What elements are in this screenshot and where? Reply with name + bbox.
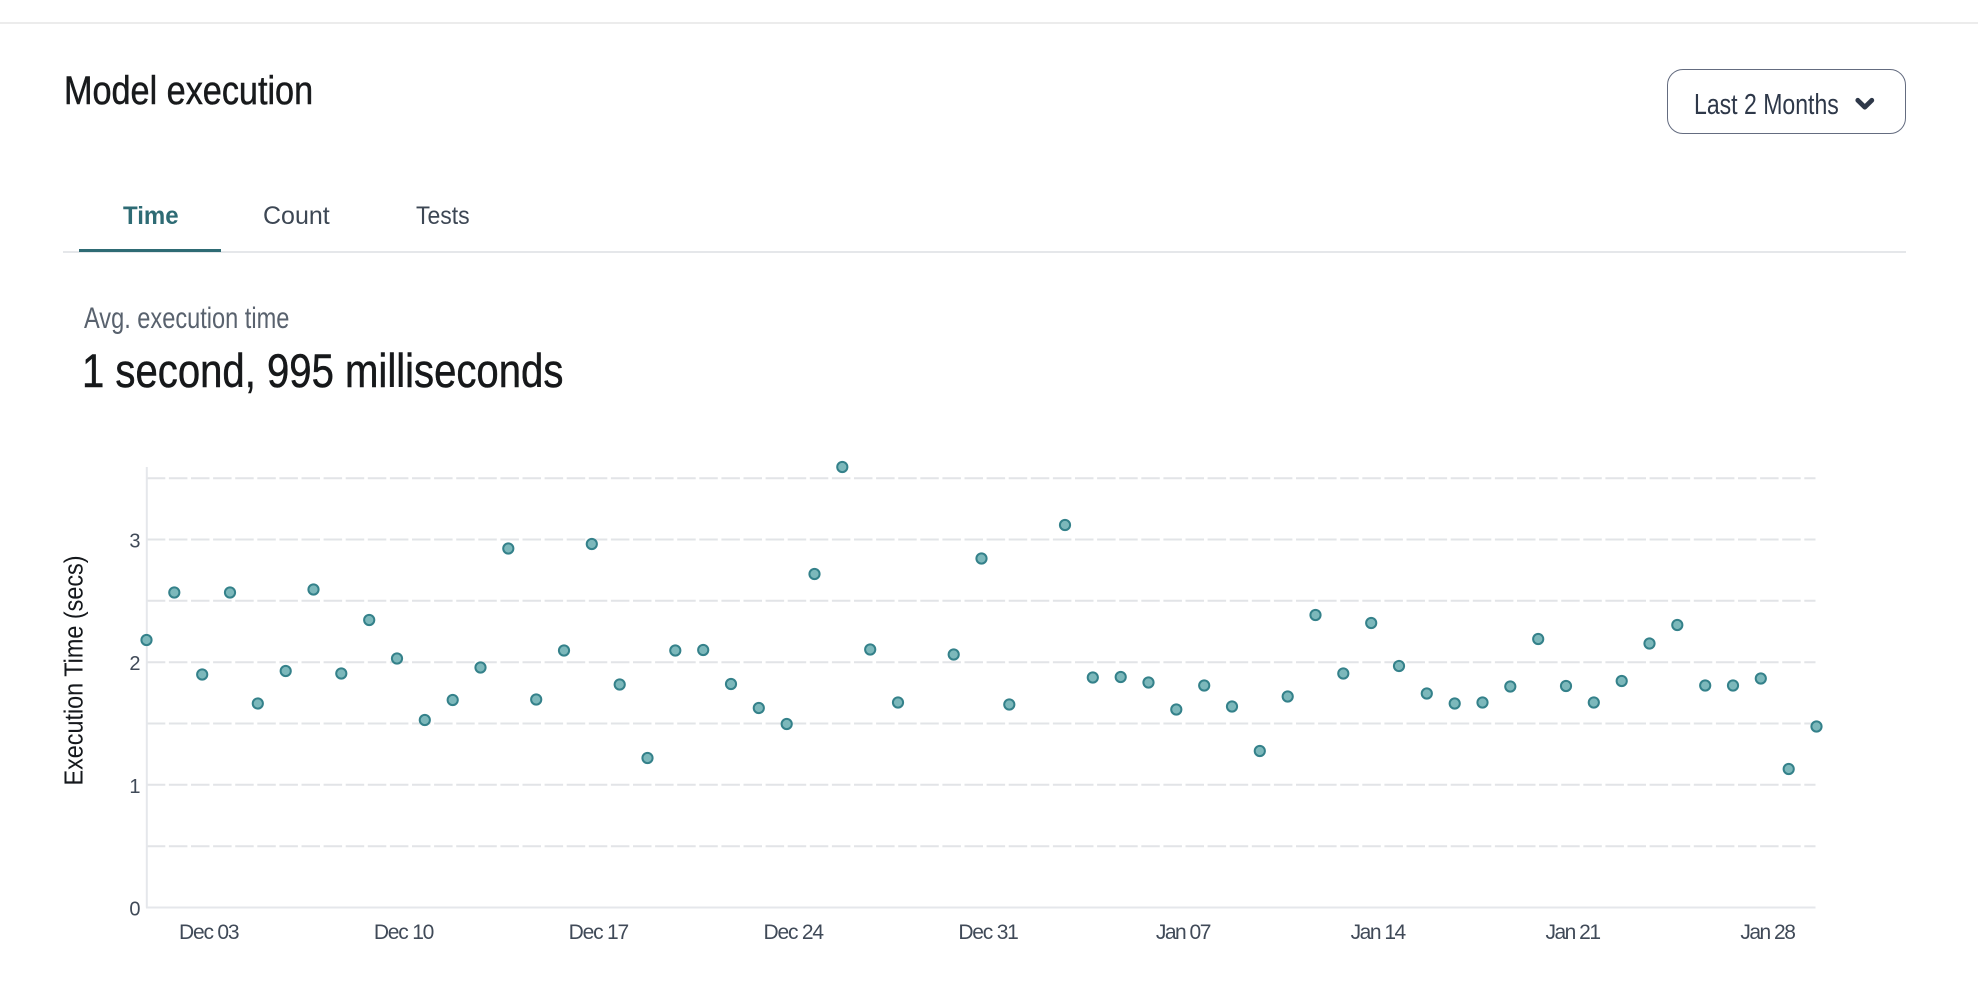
svg-text:Dec 10: Dec 10 xyxy=(374,921,434,944)
svg-text:Dec 24: Dec 24 xyxy=(764,921,825,944)
svg-text:1: 1 xyxy=(129,776,140,798)
svg-text:3: 3 xyxy=(129,531,140,553)
svg-text:Dec 31: Dec 31 xyxy=(958,921,1018,944)
svg-text:0: 0 xyxy=(129,899,140,921)
svg-text:Dec 17: Dec 17 xyxy=(569,921,629,944)
svg-text:Execution Time (secs): Execution Time (secs) xyxy=(61,556,89,786)
svg-text:Jan 07: Jan 07 xyxy=(1156,921,1211,944)
svg-text:2: 2 xyxy=(129,653,140,675)
svg-text:Jan 21: Jan 21 xyxy=(1545,921,1600,944)
svg-text:Jan 14: Jan 14 xyxy=(1351,921,1407,944)
svg-text:Dec 03: Dec 03 xyxy=(179,921,239,944)
svg-text:Jan 28: Jan 28 xyxy=(1740,921,1795,944)
